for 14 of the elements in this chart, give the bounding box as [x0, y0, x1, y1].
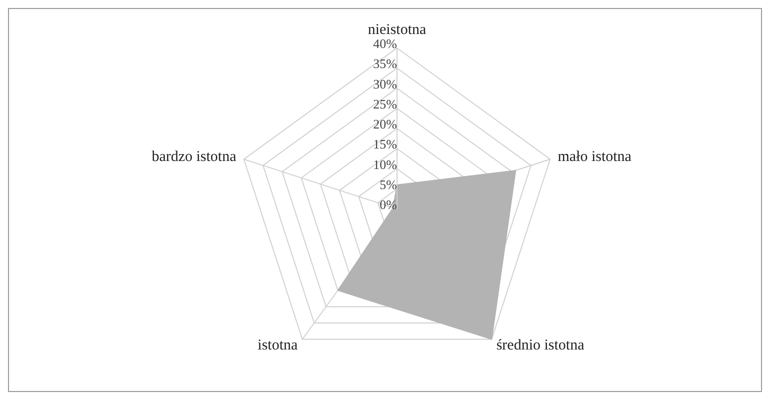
spoke-label: nieistotna	[368, 22, 426, 38]
spoke-label: bardzo istotna	[152, 148, 237, 165]
y-tick-label: 20%	[373, 116, 398, 132]
y-tick-label: 25%	[373, 96, 398, 112]
y-tick-label: 30%	[373, 76, 398, 92]
spoke-label: istotna	[258, 338, 298, 354]
y-tick-label: 15%	[373, 136, 398, 152]
y-tick-label: 10%	[373, 156, 398, 172]
y-tick-label: 0%	[380, 197, 398, 212]
y-tick-label: 5%	[380, 176, 398, 192]
spoke-label: średnio istotna	[496, 338, 585, 354]
y-tick-label: 35%	[373, 56, 398, 72]
spoke-label: mało istotna	[558, 148, 632, 165]
y-tick-label: 40%	[373, 36, 398, 51]
